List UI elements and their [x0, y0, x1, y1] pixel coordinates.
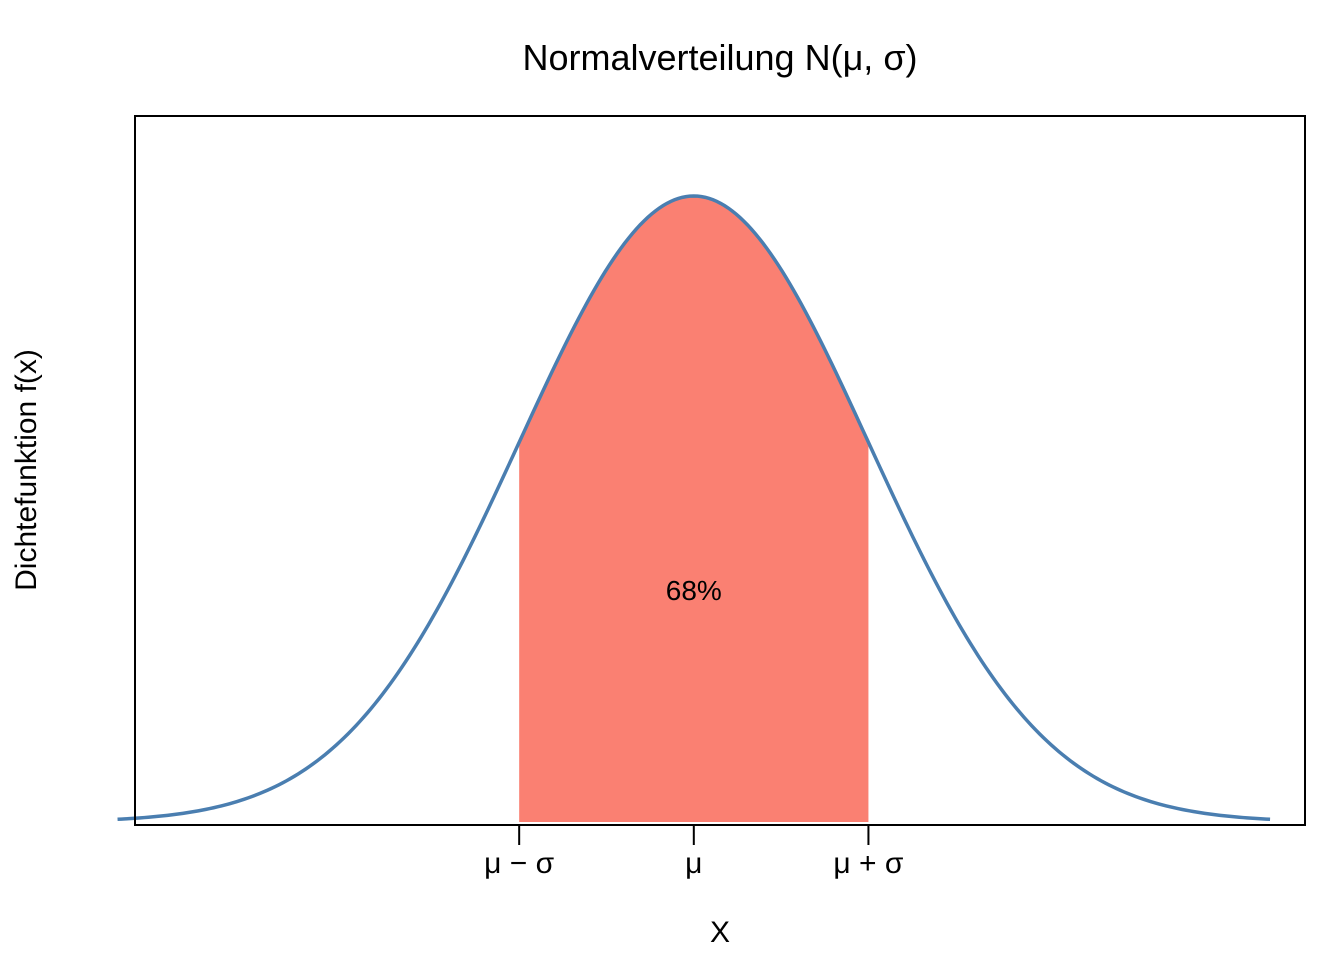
x-tick-label: μ	[685, 847, 702, 880]
x-axis-label: X	[710, 916, 730, 949]
x-axis-ticks: μ − σ μ μ + σ	[484, 825, 904, 880]
chart-title: Normalverteilung N(μ, σ)	[522, 37, 917, 78]
y-axis-label: Dichtefunktion f(x)	[10, 349, 43, 591]
area-percent-label: 68%	[666, 575, 722, 606]
density-curve	[117, 194, 1271, 822]
shaded-area-68	[519, 196, 869, 822]
x-tick-label: μ − σ	[484, 847, 554, 880]
x-tick-label: μ + σ	[833, 847, 903, 880]
plot-frame	[134, 115, 1306, 826]
